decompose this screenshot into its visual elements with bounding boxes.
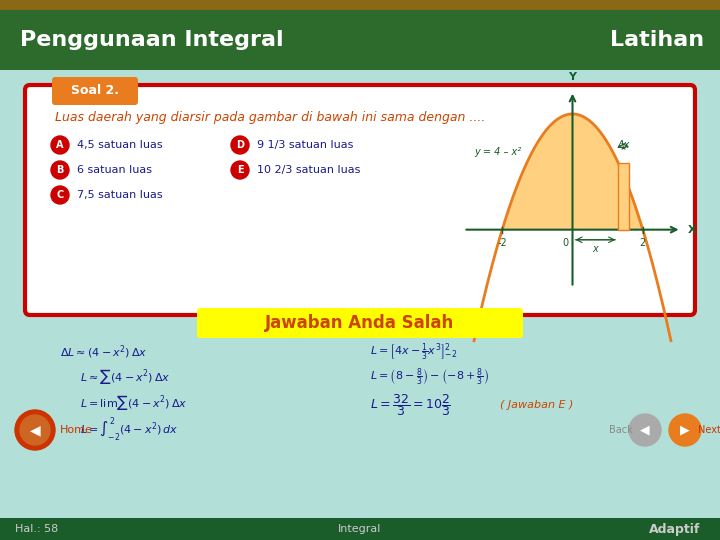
- Circle shape: [231, 136, 249, 154]
- Text: Penggunaan Integral: Penggunaan Integral: [20, 30, 284, 50]
- Text: $\Delta L \approx (4 - x^2)\, \Delta x$: $\Delta L \approx (4 - x^2)\, \Delta x$: [60, 343, 148, 361]
- FancyBboxPatch shape: [197, 308, 523, 338]
- Text: 7,5 satuan luas: 7,5 satuan luas: [77, 190, 163, 200]
- Text: $L = \dfrac{32}{3} = 10\dfrac{2}{3}$: $L = \dfrac{32}{3} = 10\dfrac{2}{3}$: [370, 392, 451, 418]
- Circle shape: [669, 414, 701, 446]
- Text: Δx: Δx: [617, 140, 630, 150]
- Text: Luas daerah yang diarsir pada gambar di bawah ini sama dengan ....: Luas daerah yang diarsir pada gambar di …: [55, 111, 485, 125]
- Bar: [0, 518, 720, 540]
- Text: 4,5 satuan luas: 4,5 satuan luas: [77, 140, 163, 150]
- Text: $L = \left[4x - \frac{1}{3}x^3\right]_{-2}^{2}$: $L = \left[4x - \frac{1}{3}x^3\right]_{-…: [370, 341, 457, 362]
- Text: $L = \int_{-2}^{2}(4 - x^2)\,dx$: $L = \int_{-2}^{2}(4 - x^2)\,dx$: [80, 416, 179, 444]
- FancyBboxPatch shape: [52, 77, 138, 105]
- Text: x: x: [593, 244, 598, 254]
- Text: 2: 2: [639, 238, 646, 248]
- Text: -2: -2: [498, 238, 507, 248]
- Text: Integral: Integral: [338, 524, 382, 534]
- Bar: [0, 0, 720, 10]
- Text: ( Jawaban E ): ( Jawaban E ): [500, 400, 573, 410]
- Text: y = 4 – x²: y = 4 – x²: [474, 147, 522, 157]
- Text: Back: Back: [609, 425, 633, 435]
- Text: ▶: ▶: [680, 423, 690, 436]
- Text: 9 1/3 satuan luas: 9 1/3 satuan luas: [257, 140, 354, 150]
- FancyBboxPatch shape: [25, 85, 695, 315]
- Text: Home: Home: [60, 425, 93, 435]
- Text: E: E: [237, 165, 243, 175]
- Text: $L \approx \sum (4 - x^2)\, \Delta x$: $L \approx \sum (4 - x^2)\, \Delta x$: [80, 368, 171, 387]
- Text: Adaptif: Adaptif: [649, 523, 700, 536]
- Text: Y: Y: [569, 72, 577, 82]
- Text: 10 2/3 satuan luas: 10 2/3 satuan luas: [257, 165, 361, 175]
- Circle shape: [51, 186, 69, 204]
- Text: ◀: ◀: [30, 423, 40, 437]
- Circle shape: [20, 415, 50, 445]
- Text: Hal.: 58: Hal.: 58: [15, 524, 58, 534]
- Text: Jawaban Anda Salah: Jawaban Anda Salah: [266, 314, 454, 332]
- Circle shape: [231, 161, 249, 179]
- Text: A: A: [56, 140, 64, 150]
- Polygon shape: [502, 114, 643, 230]
- Text: ◀: ◀: [640, 423, 650, 436]
- Text: Soal 2.: Soal 2.: [71, 84, 119, 98]
- Text: C: C: [56, 190, 63, 200]
- Text: $L = \left(8 - \frac{8}{3}\right) - \left(-8 + \frac{8}{3}\right)$: $L = \left(8 - \frac{8}{3}\right) - \lef…: [370, 367, 489, 388]
- Bar: [618, 163, 629, 230]
- Text: 6 satuan luas: 6 satuan luas: [77, 165, 152, 175]
- Text: Latihan: Latihan: [610, 30, 704, 50]
- Circle shape: [629, 414, 661, 446]
- Text: $L = \lim \sum (4 - x^2)\, \Delta x$: $L = \lim \sum (4 - x^2)\, \Delta x$: [80, 393, 187, 411]
- Text: D: D: [236, 140, 244, 150]
- FancyBboxPatch shape: [0, 0, 720, 70]
- Circle shape: [51, 161, 69, 179]
- Text: Next: Next: [698, 425, 720, 435]
- Text: B: B: [56, 165, 63, 175]
- Circle shape: [51, 136, 69, 154]
- Text: X: X: [688, 225, 697, 235]
- Text: 0: 0: [562, 238, 569, 248]
- Circle shape: [15, 410, 55, 450]
- Bar: [0, 70, 720, 518]
